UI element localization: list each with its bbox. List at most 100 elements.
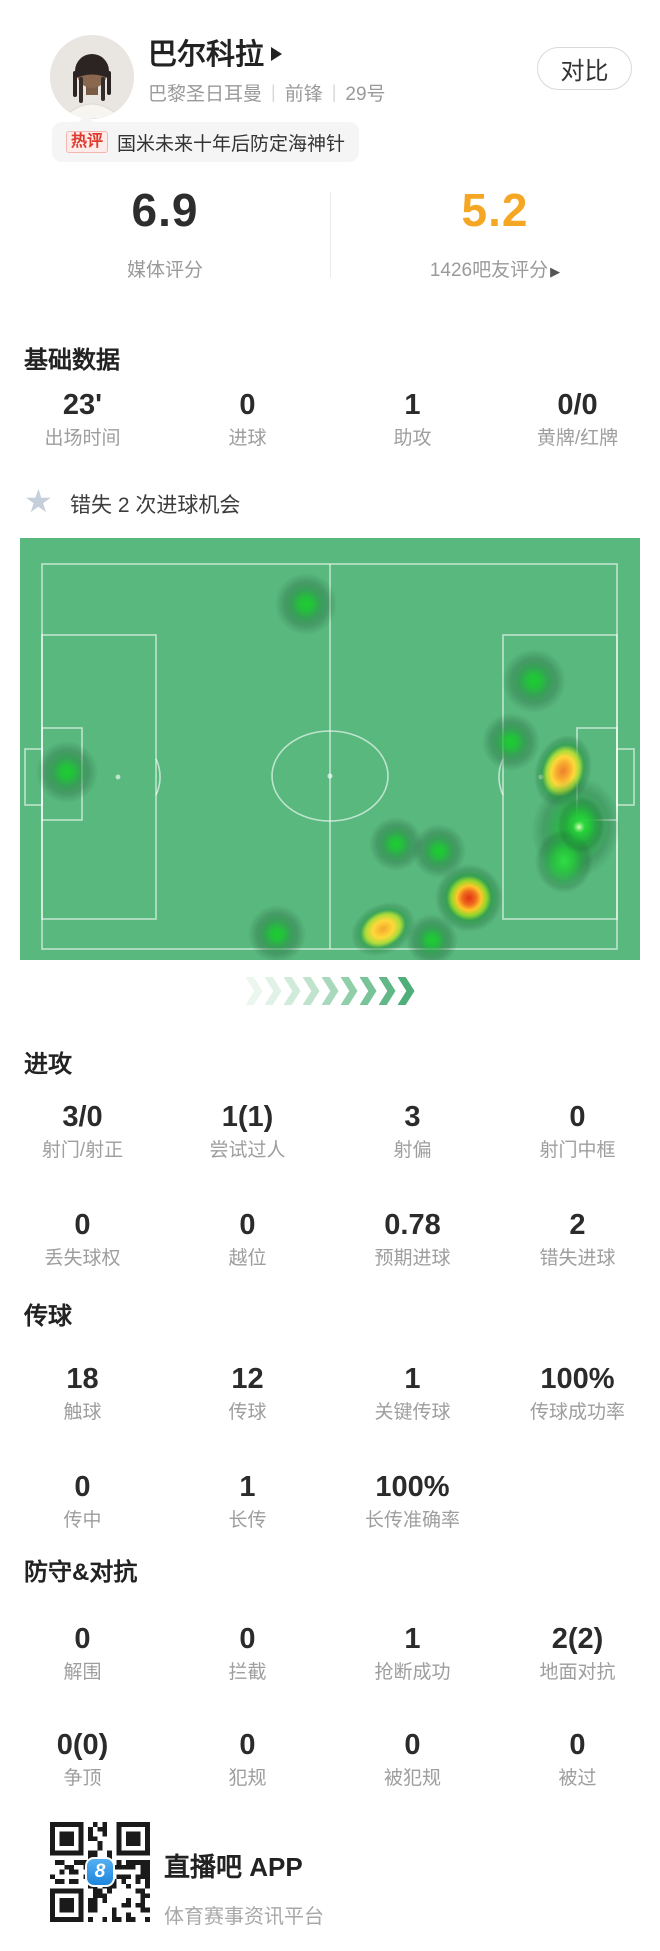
stat-cell: 1 长传 xyxy=(165,1470,330,1533)
stat-cell: 0 越位 xyxy=(165,1208,330,1271)
attack-stats-row1: 3/0 射门/射正 1(1) 尝试过人 3 射偏 0 射门中框 xyxy=(0,1100,660,1163)
stat-value: 1 xyxy=(239,1471,256,1503)
player-name-row[interactable]: 巴尔科拉 xyxy=(148,31,283,73)
stat-value: 0 xyxy=(569,1729,586,1761)
stat-value: 0 xyxy=(239,1209,256,1241)
heat-blob xyxy=(535,829,593,893)
stat-cell: 100% 长传准确率 xyxy=(330,1470,495,1533)
stat-value: 0/0 xyxy=(557,389,598,421)
media-rating-label: 媒体评分 xyxy=(126,260,203,281)
heat-blob xyxy=(36,741,98,803)
passing-stats-row1: 18 触球 12 传球 1 关键传球 100% 传球成功率 xyxy=(0,1362,660,1425)
stat-label: 丢失球权 xyxy=(44,1248,121,1269)
heat-blob xyxy=(406,914,458,960)
subtitle-separator: | xyxy=(271,82,276,102)
player-team: 巴黎圣日耳曼 xyxy=(148,84,263,105)
hot-comment-badge: 热评 xyxy=(66,131,109,153)
stat-label: 抢断成功 xyxy=(374,1662,451,1683)
heat-blob xyxy=(573,821,585,833)
chevron-icon xyxy=(378,977,396,1005)
stat-value: 12 xyxy=(231,1363,264,1395)
player-name: 巴尔科拉 xyxy=(148,39,265,71)
stat-value: 0 xyxy=(74,1209,91,1241)
stat-label: 解围 xyxy=(63,1662,102,1683)
chevron-icon xyxy=(264,977,282,1005)
basic-stats-grid: 23' 出场时间 0 进球 1 助攻 0/0 黄牌/红牌 xyxy=(0,388,660,451)
stat-label: 争顶 xyxy=(63,1768,102,1789)
heat-blob xyxy=(502,649,566,713)
stat-value: 0 xyxy=(239,389,256,421)
stat-label: 长传 xyxy=(228,1510,267,1531)
player-avatar[interactable] xyxy=(50,35,134,119)
heat-blob xyxy=(369,817,423,871)
direction-chevrons xyxy=(0,977,660,1005)
compare-button-label: 对比 xyxy=(560,58,609,85)
player-photo xyxy=(50,35,134,119)
stat-value: 3/0 xyxy=(62,1101,103,1133)
hot-comment-bubble[interactable]: 热评 国米未来十年后防定海神针 xyxy=(52,122,360,162)
star-icon: ★ xyxy=(24,483,53,519)
stat-cell: 0 传中 xyxy=(0,1470,165,1533)
stat-cell: 1 抢断成功 xyxy=(330,1622,495,1685)
stat-label: 地面对抗 xyxy=(539,1662,616,1683)
stat-label: 被过 xyxy=(558,1768,597,1789)
stat-value: 18 xyxy=(66,1363,99,1395)
fans-rating-link[interactable]: 1426吧友评分 ▶ xyxy=(330,255,660,282)
stat-label: 黄牌/红牌 xyxy=(536,428,619,449)
stat-cell: 0 被过 xyxy=(495,1728,660,1791)
stat-label: 尝试过人 xyxy=(209,1140,286,1161)
stat-cell: 1 助攻 xyxy=(330,388,495,451)
stat-value: 0 xyxy=(74,1623,91,1655)
app-tagline: 体育赛事资讯平台 xyxy=(164,1906,324,1928)
stat-value: 0.78 xyxy=(384,1209,441,1241)
stat-label: 拦截 xyxy=(228,1662,267,1683)
stat-value: 0 xyxy=(74,1471,91,1503)
stat-value: 100% xyxy=(375,1471,450,1503)
stat-cell: 23' 出场时间 xyxy=(0,388,165,451)
heat-blob xyxy=(412,824,466,878)
app-name: 直播吧 APP xyxy=(164,1852,303,1882)
stat-label: 传球成功率 xyxy=(529,1402,625,1423)
stat-cell: 0 丢失球权 xyxy=(0,1208,165,1271)
stat-cell: 2(2) 地面对抗 xyxy=(495,1622,660,1685)
stat-cell: 2 错失进球 xyxy=(495,1208,660,1271)
stat-label: 长传准确率 xyxy=(364,1510,460,1531)
heat-blob xyxy=(524,727,602,815)
stat-value: 0 xyxy=(239,1729,256,1761)
heat-blob xyxy=(557,796,605,854)
stat-label: 射门中框 xyxy=(539,1140,616,1161)
fans-rating-value: 5.2 xyxy=(461,184,529,236)
player-subtitle: 巴黎圣日耳曼 | 前锋 | 29号 xyxy=(148,79,386,106)
section-title-basic: 基础数据 xyxy=(24,347,120,374)
stat-cell-empty xyxy=(495,1470,660,1533)
section-title-defense: 防守&对抗 xyxy=(24,1559,138,1586)
stat-cell: 0 射门中框 xyxy=(495,1100,660,1163)
section-title-passing: 传球 xyxy=(24,1303,72,1330)
player-detail-arrow-icon xyxy=(271,46,283,61)
heat-blob xyxy=(341,890,425,960)
stat-cell: 0 进球 xyxy=(165,388,330,451)
heat-blob xyxy=(482,713,540,771)
stat-cell: 3 射偏 xyxy=(330,1100,495,1163)
stat-value: 2(2) xyxy=(551,1623,604,1655)
stat-label: 触球 xyxy=(63,1402,102,1423)
stat-label: 预期进球 xyxy=(374,1248,451,1269)
stat-label: 犯规 xyxy=(228,1768,267,1789)
stat-cell: 100% 传球成功率 xyxy=(495,1362,660,1425)
passing-stats-row2: 0 传中 1 长传 100% 长传准确率 xyxy=(0,1470,660,1533)
attack-stats-row2: 0 丢失球权 0 越位 0.78 预期进球 2 错失进球 xyxy=(0,1208,660,1271)
stat-label: 传中 xyxy=(63,1510,102,1531)
chevron-icon xyxy=(302,977,320,1005)
compare-button[interactable]: 对比 xyxy=(537,47,632,90)
heat-blob xyxy=(435,864,503,932)
stat-cell: 0 犯规 xyxy=(165,1728,330,1791)
stat-value: 1 xyxy=(404,1363,421,1395)
stat-cell: 0 被犯规 xyxy=(330,1728,495,1791)
defense-stats-row1: 0 解围 0 拦截 1 抢断成功 2(2) 地面对抗 xyxy=(0,1622,660,1685)
media-rating-value: 6.9 xyxy=(131,184,199,236)
player-shirt-number: 29号 xyxy=(345,84,386,105)
stat-value: 0 xyxy=(404,1729,421,1761)
chevron-icon xyxy=(359,977,377,1005)
stat-cell: 1(1) 尝试过人 xyxy=(165,1100,330,1163)
stat-cell: 0 拦截 xyxy=(165,1622,330,1685)
